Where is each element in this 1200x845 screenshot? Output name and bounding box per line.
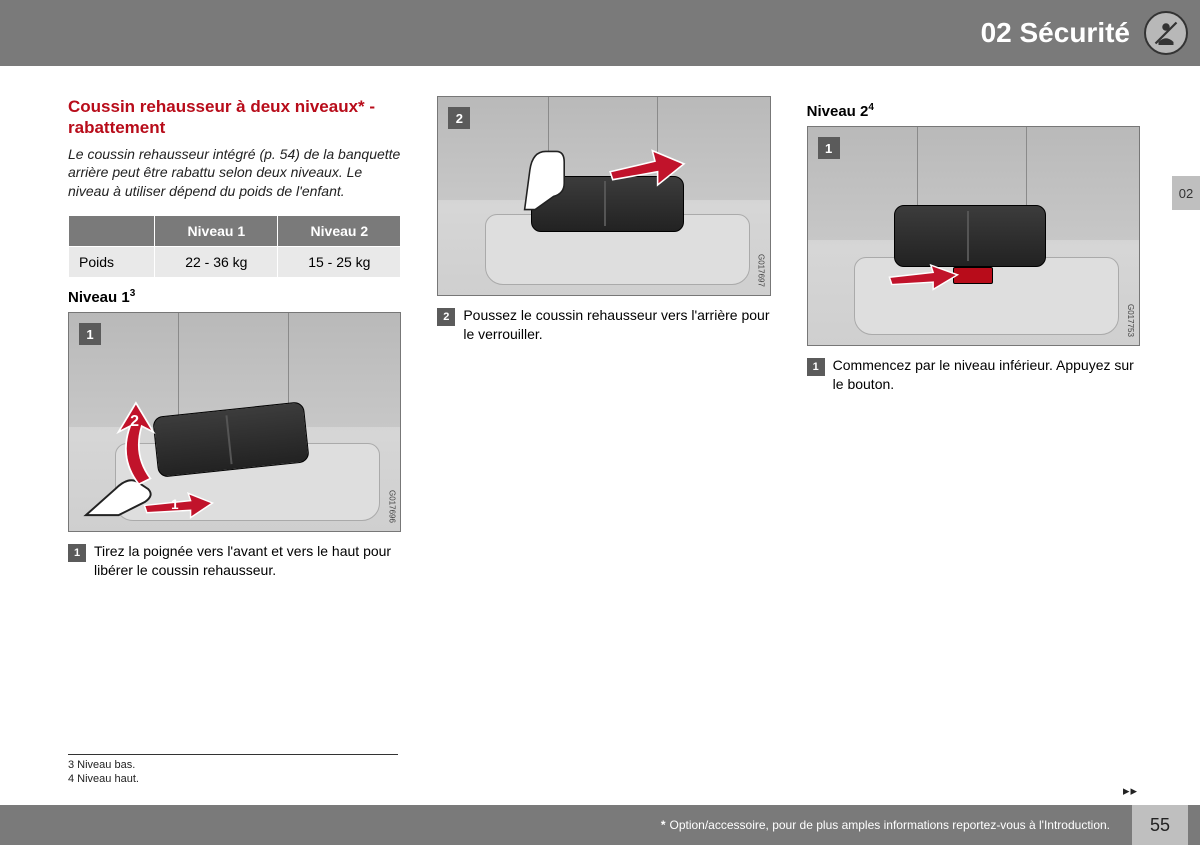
footnote-3: 3 Niveau bas. bbox=[68, 759, 398, 771]
footer-text: Option/accessoire, pour de plus amples i… bbox=[669, 818, 1110, 832]
caption-num: 1 bbox=[807, 358, 825, 376]
caption-num: 1 bbox=[68, 544, 86, 562]
figure-3: 1 G017753 bbox=[807, 126, 1140, 346]
table-cell-niveau2: 15 - 25 kg bbox=[278, 247, 401, 278]
page-body: Coussin rehausseur à deux niveaux* - rab… bbox=[68, 96, 1140, 795]
table-row-label: Poids bbox=[69, 247, 155, 278]
figure-code: G017696 bbox=[387, 490, 396, 523]
side-tab: 02 bbox=[1172, 176, 1200, 210]
footnotes: 3 Niveau bas. 4 Niveau haut. bbox=[68, 754, 398, 787]
weight-table: Niveau 1 Niveau 2 Poids 22 - 36 kg 15 - … bbox=[68, 215, 401, 278]
column-1: Coussin rehausseur à deux niveaux* - rab… bbox=[68, 96, 401, 580]
figure-badge: 1 bbox=[818, 137, 840, 159]
figure-badge: 1 bbox=[79, 323, 101, 345]
svg-text:2: 2 bbox=[130, 414, 139, 431]
caption-3: 1 Commencez par le niveau inférieur. App… bbox=[807, 356, 1140, 394]
seatbelt-icon bbox=[1144, 11, 1188, 55]
table-header-niveau1: Niveau 1 bbox=[155, 216, 278, 247]
caption-2: 2 Poussez le coussin rehausseur vers l'a… bbox=[437, 306, 770, 344]
subheading-niveau2: Niveau 24 bbox=[807, 102, 1140, 120]
continue-marker: ▸▸ bbox=[1123, 783, 1138, 799]
figure-1: 2 1 1 G017696 bbox=[68, 312, 401, 532]
figure-code: G017753 bbox=[1126, 304, 1135, 337]
subheading-niveau1: Niveau 13 bbox=[68, 288, 401, 306]
asterisk-icon: * bbox=[661, 818, 666, 832]
table-blank bbox=[69, 216, 155, 247]
page-header: 02 Sécurité bbox=[0, 0, 1200, 66]
caption-num: 2 bbox=[437, 308, 455, 326]
section-title: Coussin rehausseur à deux niveaux* - rab… bbox=[68, 96, 401, 139]
caption-text: Poussez le coussin rehausseur vers l'arr… bbox=[463, 306, 770, 344]
intro-text: Le coussin rehausseur intégré (p. 54) de… bbox=[68, 145, 401, 202]
page-footer: * Option/accessoire, pour de plus amples… bbox=[0, 805, 1200, 845]
page-number: 55 bbox=[1132, 805, 1188, 845]
footnote-4: 4 Niveau haut. bbox=[68, 773, 398, 785]
table-cell-niveau1: 22 - 36 kg bbox=[155, 247, 278, 278]
column-2: 2 G017697 2 Poussez le coussin rehausseu… bbox=[437, 96, 770, 580]
chapter-title: 02 Sécurité bbox=[981, 17, 1130, 49]
figure-badge: 2 bbox=[448, 107, 470, 129]
caption-1: 1 Tirez la poignée vers l'avant et vers … bbox=[68, 542, 401, 580]
figure-code: G017697 bbox=[757, 254, 766, 287]
svg-text:1: 1 bbox=[171, 497, 179, 512]
table-header-niveau2: Niveau 2 bbox=[278, 216, 401, 247]
caption-text: Tirez la poignée vers l'avant et vers le… bbox=[94, 542, 401, 580]
column-3: Niveau 24 1 G017753 1 Commencez par le n… bbox=[807, 96, 1140, 580]
caption-text: Commencez par le niveau inférieur. Appuy… bbox=[833, 356, 1140, 394]
figure-2: 2 G017697 bbox=[437, 96, 770, 296]
